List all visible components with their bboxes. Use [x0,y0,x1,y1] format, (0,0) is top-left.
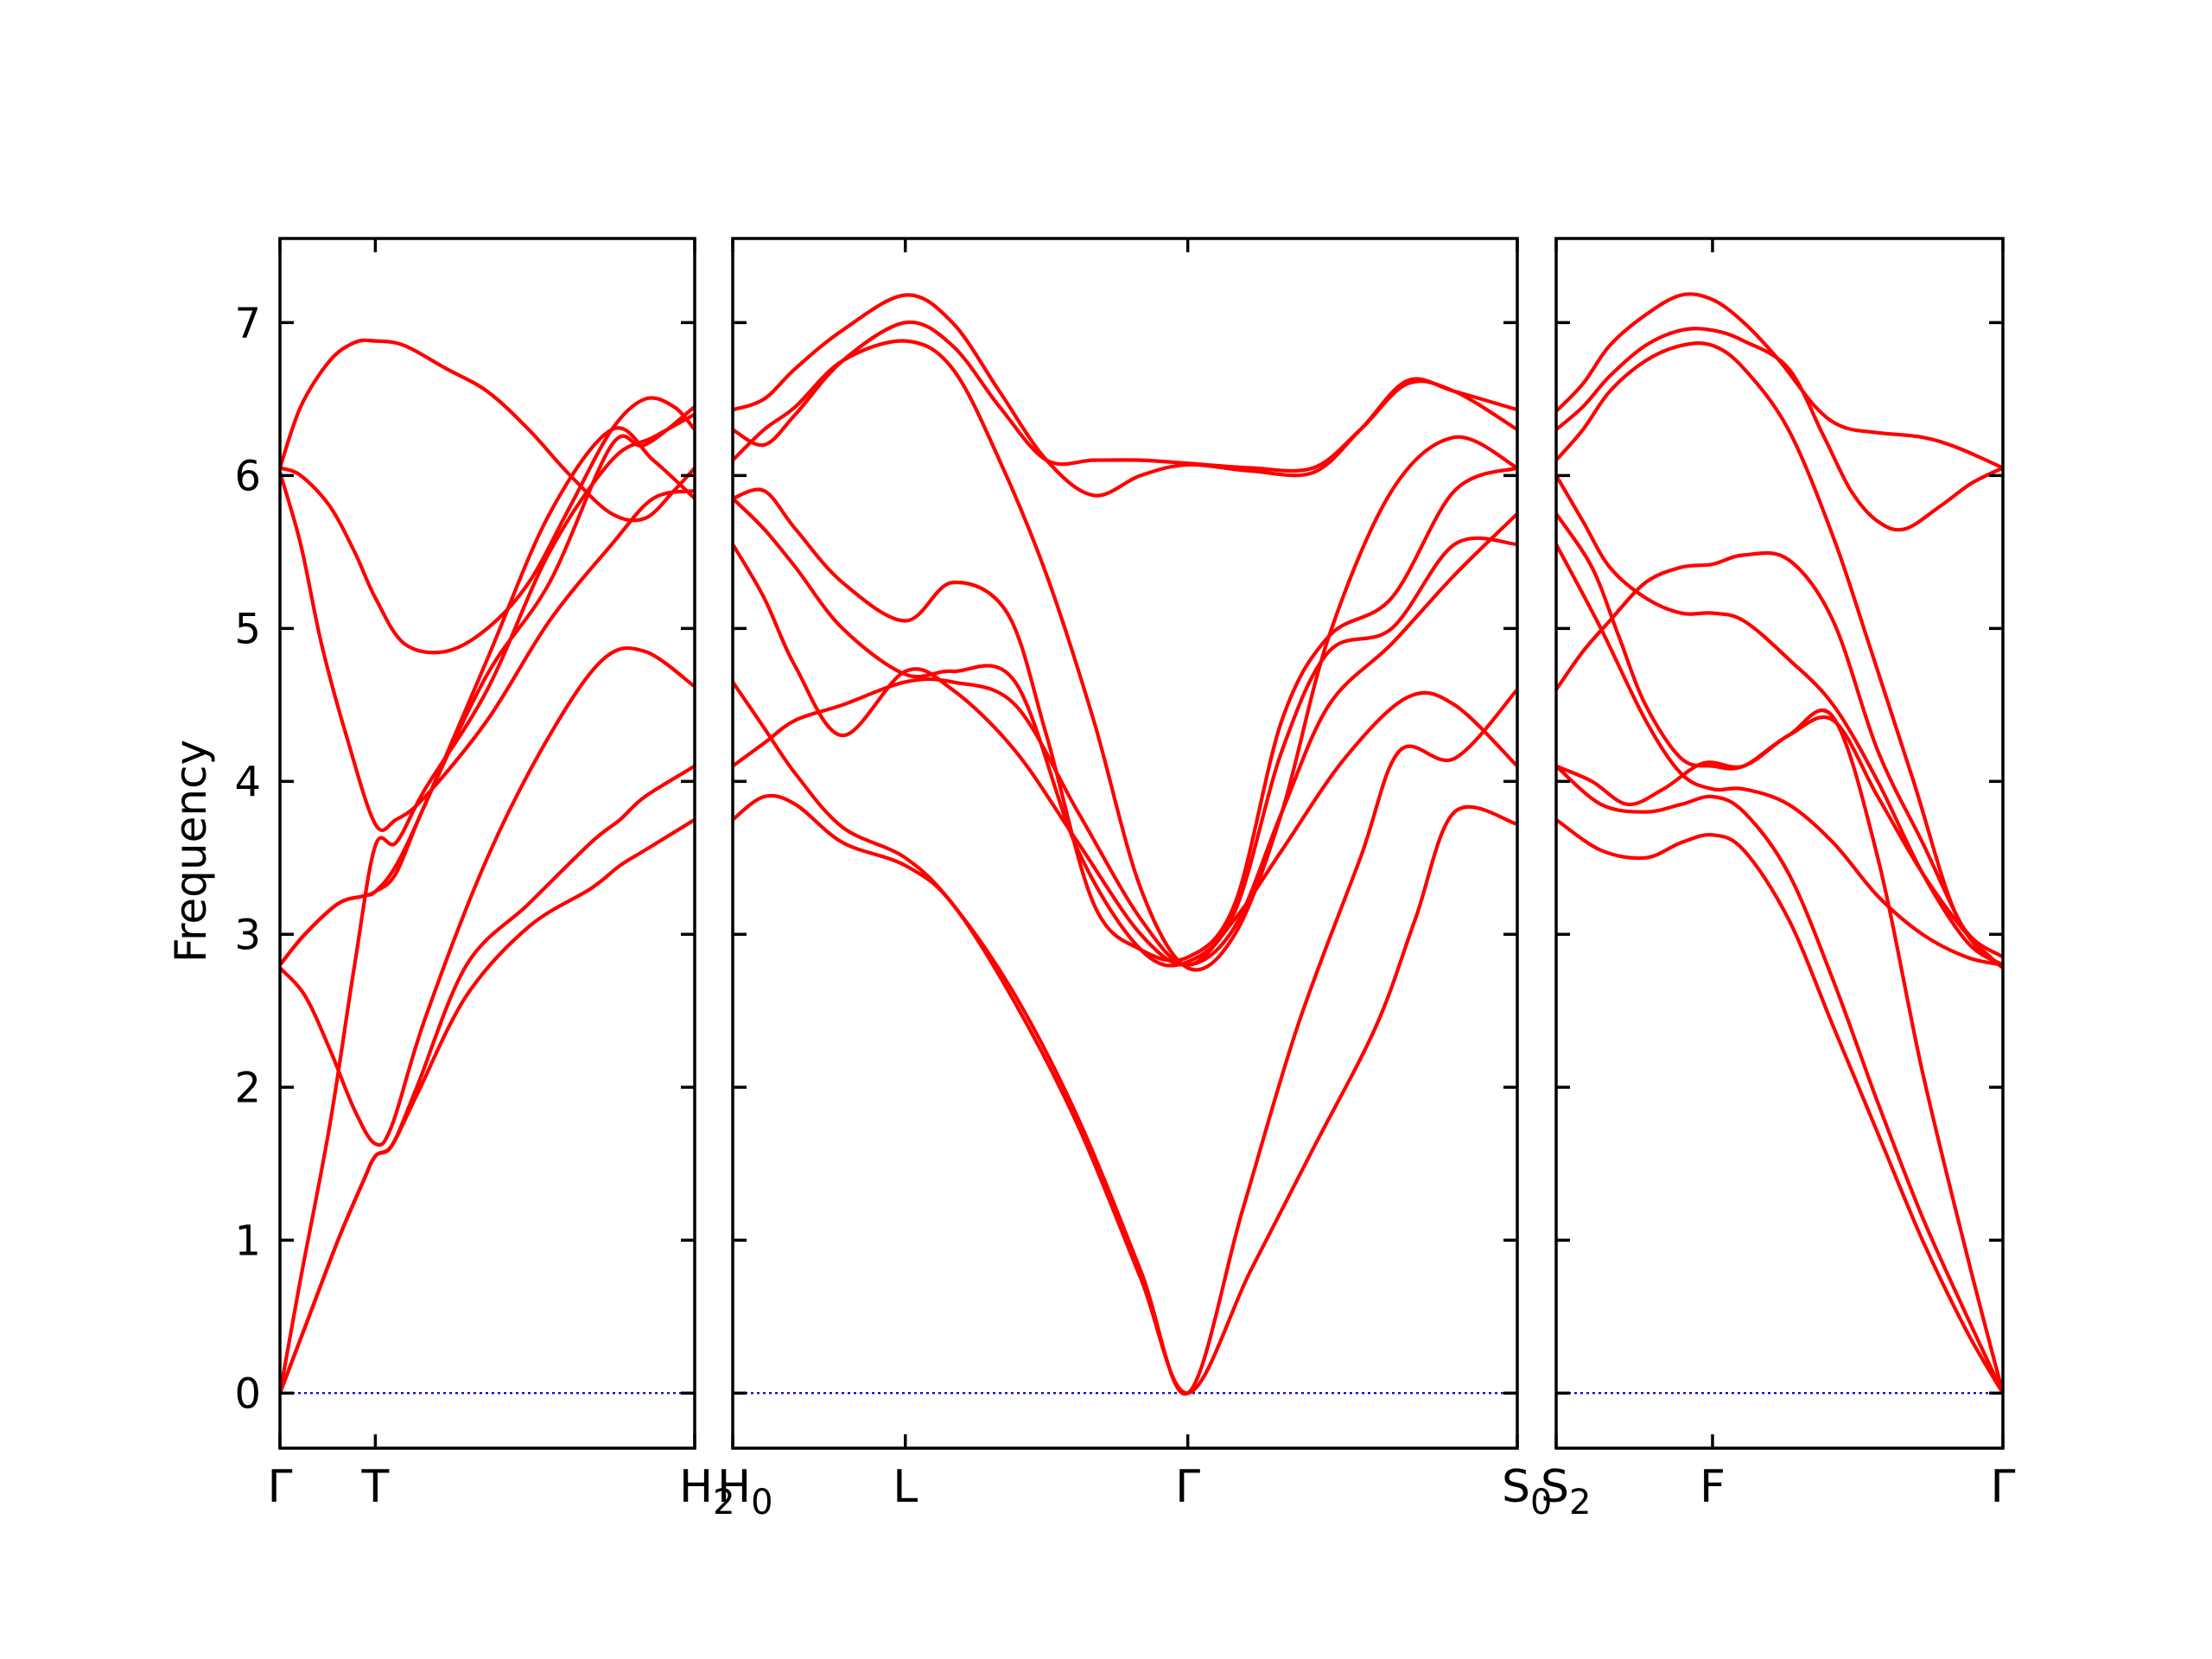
band-3-6 [1556,550,2003,970]
band-1-1 [280,817,695,1395]
band-3-8 [1556,341,2003,959]
band-2-2 [733,680,1517,1396]
band-3-3 [1556,542,2003,967]
band-1-7 [280,470,695,832]
band-1-2 [280,764,695,1395]
x-tick-label-main: S [1541,1461,1569,1513]
y-tick-label: 1 [234,1217,261,1265]
band-3-9 [1556,327,2003,532]
band-2-7 [733,339,1517,972]
x-tick-label: Γ [1991,1461,2016,1513]
band-3-1 [1556,817,2003,1395]
x-tick-label: S0 [1502,1461,1552,1522]
panel-3: S2 F Γ [1541,237,2016,1522]
band-3-7 [1556,474,2003,967]
band-2-5 [733,496,1517,968]
x-tick-label: L [893,1461,918,1513]
y-tick-label: 4 [234,758,261,806]
y-tick-label: 6 [234,452,261,500]
x-tick-label-sub: 0 [751,1483,772,1522]
y-axis: 0 1 2 3 4 5 6 7 [234,299,261,1418]
band-3-2 [1556,764,2003,1395]
panel-frame [731,237,1519,1450]
x-tick-label-main: H [717,1461,751,1513]
band-1-4 [280,412,695,1395]
band-2-1 [733,793,1517,1395]
bands [280,338,695,1395]
band-3-10 [1556,292,2003,470]
bands [1556,292,2003,1395]
x-tick-label: S2 [1541,1461,1591,1522]
y-tick-label: 5 [234,605,261,653]
y-axis-label: Frequency [166,740,216,963]
band-2-8 [733,320,1517,474]
x-tick-label-main: S [1502,1461,1530,1513]
x-tick-label-sub: 2 [713,1483,734,1522]
x-tick-label-sub: 2 [1569,1483,1591,1522]
x-tick-label: Γ [268,1461,293,1513]
x-tick-label: Γ [1175,1461,1200,1513]
panel-frame [1554,237,2005,1450]
band-3-4 [1556,709,2003,1395]
y-tick-label: 3 [234,911,261,959]
band-2-6 [733,466,1517,963]
x-tick-label: H0 [717,1461,773,1522]
band-1-5 [280,426,695,967]
panel-1: Γ T H2 [268,237,735,1522]
band-1-8 [280,338,695,523]
x-tick-label: H2 [679,1461,735,1522]
band-2-3 [733,677,1517,967]
y-tick-label: 0 [234,1370,261,1418]
panel-2: H0 L Γ S0 [717,237,1552,1522]
band-1-3 [280,645,695,1147]
x-tick-label: T [361,1461,390,1513]
x-tick-label-main: H [679,1461,713,1513]
band-2-9 [733,293,1517,498]
y-tick-label: 7 [234,299,261,347]
bands [733,293,1517,1396]
band-2-4 [733,512,1517,967]
panel-frame [278,237,696,1450]
x-tick-label-sub: 0 [1530,1483,1552,1522]
band-1-9 [280,396,695,655]
x-tick-label: F [1700,1461,1726,1513]
y-tick-label: 2 [234,1064,261,1112]
